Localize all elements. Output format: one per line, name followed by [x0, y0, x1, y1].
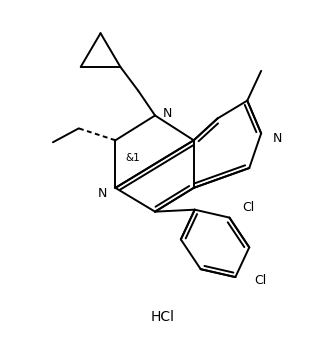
Text: N: N — [163, 107, 172, 120]
Text: HCl: HCl — [151, 310, 175, 324]
Text: N: N — [98, 187, 108, 200]
Text: Cl: Cl — [242, 201, 255, 214]
Text: N: N — [273, 132, 282, 145]
Text: Cl: Cl — [254, 274, 266, 287]
Text: &1: &1 — [125, 153, 140, 163]
